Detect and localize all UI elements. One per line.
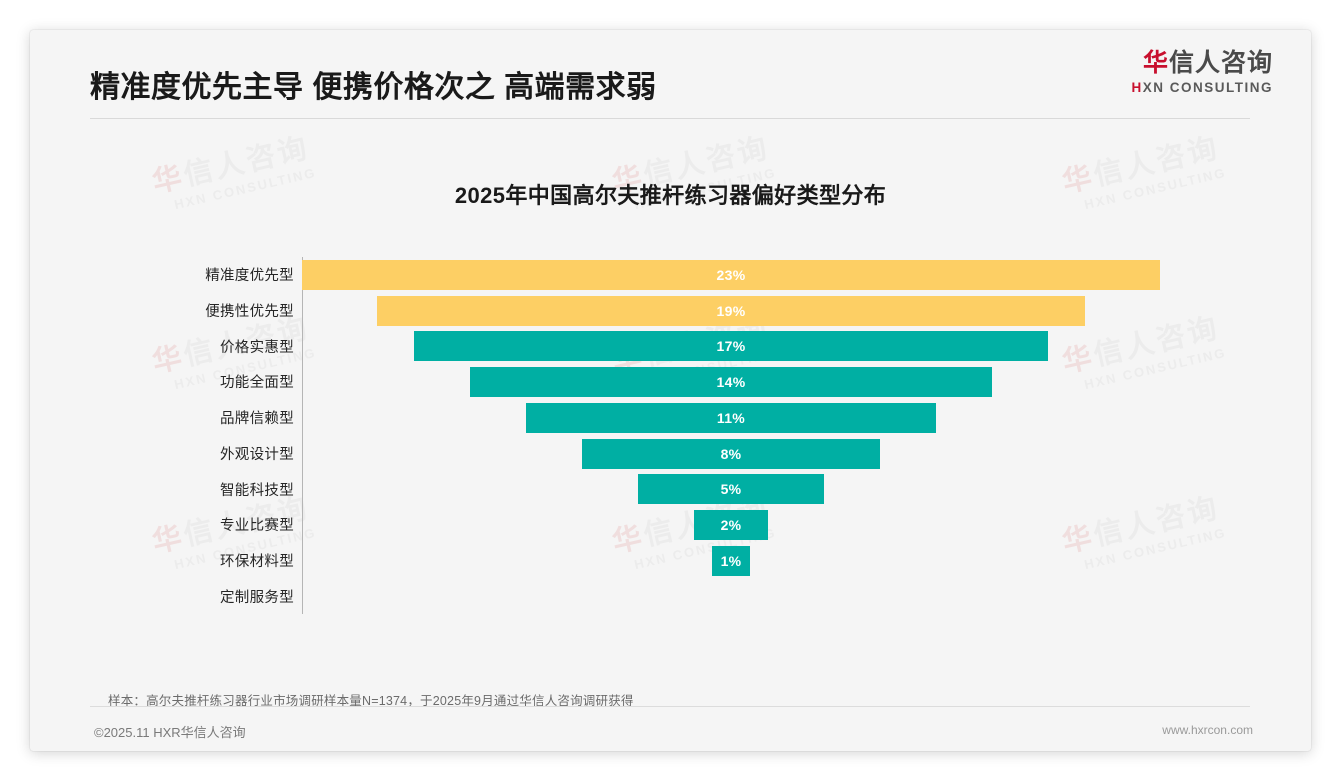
chart-container: 2025年中国高尔夫推杆练习器偏好类型分布 精准度优先型 23% 便携性优先型 19%…: [30, 130, 1311, 670]
logo-english: HXN CONSULTING: [1132, 80, 1274, 95]
funnel-row: 精准度优先型 23%: [180, 257, 1160, 293]
funnel-row: 价格实惠型 17%: [180, 328, 1160, 364]
funnel-bar[interactable]: 11%: [525, 402, 937, 433]
copyright-text: ©2025.11 HXR华信人咨询: [94, 725, 246, 740]
category-label: 环保材料型: [220, 553, 294, 570]
bar-track: 8%: [302, 436, 1160, 472]
bar-value-label: 8%: [720, 445, 742, 462]
category-label: 功能全面型: [220, 375, 294, 392]
funnel-bar[interactable]: 5%: [637, 474, 825, 505]
funnel-row: 定制服务型: [180, 578, 1160, 614]
logo-english-rest: XN CONSULTING: [1142, 80, 1273, 96]
bar-value-label: 14%: [716, 374, 746, 391]
chart-footnote: 样本：高尔夫推杆练习器行业市场调研样本量N=1374，于2025年9月通过华信人…: [108, 694, 634, 708]
bar-track: 14%: [302, 364, 1160, 400]
category-label: 定制服务型: [220, 589, 294, 606]
funnel-bar[interactable]: 8%: [581, 438, 881, 469]
bar-value-label: 23%: [716, 267, 746, 283]
bar-track: 19%: [302, 293, 1160, 329]
category-label: 便携性优先型: [205, 304, 294, 321]
funnel-row: 品牌信赖型 11%: [180, 400, 1160, 436]
bar-value-label: 5%: [720, 481, 742, 498]
bar-track: 5%: [302, 471, 1160, 507]
bar-track: 23%: [302, 257, 1160, 293]
slide-header: 精准度优先主导 便携价格次之 高端需求弱 华信人咨询 HXN CONSULTIN…: [30, 30, 1311, 120]
category-axis-line: [302, 257, 303, 614]
bar-value-label: 1%: [720, 552, 742, 569]
funnel-row: 外观设计型 8%: [180, 436, 1160, 472]
slide-card: 华信人咨询 HXN CONSULTING 华信人咨询 HXN CONSULTING 华信…: [30, 30, 1311, 751]
funnel-bar[interactable]: 1%: [712, 545, 750, 576]
category-label: 品牌信赖型: [220, 411, 294, 428]
chart-title: 2025年中国高尔夫推杆练习器偏好类型分布: [454, 183, 887, 208]
logo-english-accent: H: [1131, 80, 1143, 96]
footer-divider: [90, 706, 1250, 707]
funnel-bar[interactable]: 17%: [413, 331, 1049, 362]
bar-track: 17%: [302, 328, 1160, 364]
bar-value-label: 11%: [716, 409, 746, 426]
funnel-chart: 精准度优先型 23% 便携性优先型 19% 价格实惠型 17% 功能全面型 14% 品牌信赖型 1…: [180, 257, 1160, 614]
bar-value-label: 19%: [716, 302, 746, 319]
logo-chinese: 华信人咨询: [1132, 50, 1274, 76]
category-label: 智能科技型: [220, 482, 294, 499]
funnel-row: 环保材料型 1%: [180, 543, 1160, 579]
category-label: 精准度优先型: [205, 268, 294, 285]
bar-value-label: 2%: [720, 516, 742, 533]
header-divider: [90, 118, 1250, 119]
website-link[interactable]: www.hxrcon.com: [1162, 723, 1253, 737]
brand-logo: 华信人咨询 HXN CONSULTING: [1132, 50, 1274, 95]
logo-chinese-rest: 信人咨询: [1168, 49, 1273, 77]
funnel-bar[interactable]: 14%: [469, 367, 993, 398]
category-label: 专业比赛型: [220, 518, 294, 535]
bar-track: 1%: [302, 543, 1160, 579]
category-label: 价格实惠型: [220, 339, 294, 356]
bar-track: 11%: [302, 400, 1160, 436]
funnel-bar[interactable]: 23%: [302, 260, 1160, 290]
bar-value-label: 17%: [716, 338, 746, 355]
bar-track: 2%: [302, 507, 1160, 543]
slide-footer: ©2025.11 HXR华信人咨询 www.hxrcon.com: [30, 716, 1311, 751]
funnel-row: 功能全面型 14%: [180, 364, 1160, 400]
category-label: 外观设计型: [220, 446, 294, 463]
page-title: 精准度优先主导 便携价格次之 高端需求弱: [90, 71, 657, 104]
funnel-row: 专业比赛型 2%: [180, 507, 1160, 543]
funnel-bar[interactable]: 2%: [693, 509, 769, 540]
funnel-bar[interactable]: 19%: [376, 295, 1086, 326]
funnel-row: 便携性优先型 19%: [180, 293, 1160, 329]
bar-track: [302, 578, 1160, 614]
funnel-row: 智能科技型 5%: [180, 471, 1160, 507]
logo-chinese-accent: 华: [1142, 49, 1169, 77]
